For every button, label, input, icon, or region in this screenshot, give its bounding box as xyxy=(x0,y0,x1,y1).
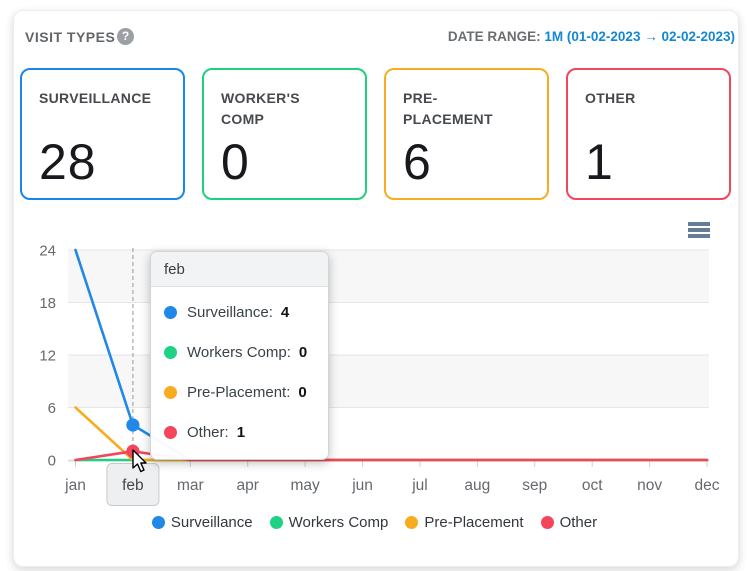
x-axis-label[interactable]: sep xyxy=(522,477,547,494)
legend-item-pre-placement[interactable]: Pre-Placement xyxy=(405,514,524,531)
x-axis-label[interactable]: oct xyxy=(582,477,603,494)
series-dot-icon xyxy=(164,345,177,359)
card-workers-comp: WORKER'S COMP 0 xyxy=(202,68,367,200)
help-icon[interactable]: ? xyxy=(117,28,134,45)
y-axis-label: 24 xyxy=(39,243,56,260)
tooltip-title: feb xyxy=(151,252,328,287)
series-dot-icon xyxy=(269,516,283,529)
menu-bar xyxy=(688,228,710,232)
chart-legend: Surveillance Workers Comp Pre-Placement … xyxy=(0,514,749,531)
card-surveillance: SURVEILLANCE 28 xyxy=(20,68,185,200)
menu-bar xyxy=(688,222,710,226)
x-axis-label[interactable]: feb xyxy=(122,477,144,494)
tooltip-row: Surveillance: 4 xyxy=(164,292,315,332)
tooltip-row: Workers Comp: 0 xyxy=(164,332,315,372)
y-axis-label: 12 xyxy=(39,348,56,365)
x-axis-label[interactable]: jan xyxy=(64,477,86,494)
chart-tooltip: feb Surveillance: 4 Workers Comp: 0 Pre-… xyxy=(150,251,329,460)
mouse-cursor-icon xyxy=(132,449,147,473)
x-axis-label[interactable]: apr xyxy=(237,477,259,494)
series-dot-icon xyxy=(405,516,419,529)
x-axis-label[interactable]: may xyxy=(290,477,320,494)
date-range: DATE RANGE: 1M (01-02-2023 → 02-02-2023) xyxy=(448,29,735,44)
y-axis-label: 18 xyxy=(39,295,56,312)
page-title: VISIT TYPES xyxy=(25,29,116,45)
series-dot-icon xyxy=(164,385,177,399)
legend-item-surveillance[interactable]: Surveillance xyxy=(151,514,253,531)
card-label: WORKER'S COMP xyxy=(221,90,300,127)
series-dot-icon xyxy=(164,305,177,319)
y-axis-label: 0 xyxy=(48,453,56,470)
card-label: SURVEILLANCE xyxy=(39,90,152,106)
summary-cards: SURVEILLANCE 28 WORKER'S COMP 0 PRE-PLAC… xyxy=(20,68,731,200)
x-axis-label[interactable]: jun xyxy=(351,477,373,494)
date-range-label: DATE RANGE: xyxy=(447,29,541,44)
hover-marker-surveillance[interactable] xyxy=(126,418,140,432)
y-axis-label: 6 xyxy=(48,400,56,417)
legend-item-workers-comp[interactable]: Workers Comp xyxy=(269,514,388,531)
tooltip-row: Other: 1 xyxy=(164,412,315,452)
hamburger-menu-icon[interactable] xyxy=(688,222,710,238)
x-axis-label[interactable]: aug xyxy=(464,477,490,494)
card-pre-placement: PRE-PLACEMENT 6 xyxy=(384,68,549,200)
card-label: PRE-PLACEMENT xyxy=(403,90,493,127)
card-value: 6 xyxy=(403,134,432,190)
date-range-value[interactable]: 1M (01-02-2023 → 02-02-2023) xyxy=(544,29,735,44)
series-dot-icon xyxy=(151,516,165,529)
x-axis-label[interactable]: nov xyxy=(637,477,662,494)
card-other: OTHER 1 xyxy=(566,68,731,200)
x-axis-label[interactable]: dec xyxy=(695,477,720,494)
menu-bar xyxy=(688,234,710,238)
series-dot-icon xyxy=(540,516,554,529)
x-axis-label[interactable]: jul xyxy=(411,477,428,494)
series-dot-icon xyxy=(164,425,177,439)
legend-item-other[interactable]: Other xyxy=(540,514,597,531)
card-value: 0 xyxy=(221,134,250,190)
tooltip-row: Pre-Placement: 0 xyxy=(164,372,315,412)
x-axis-label[interactable]: mar xyxy=(177,477,204,494)
tooltip-body: Surveillance: 4 Workers Comp: 0 Pre-Plac… xyxy=(151,287,328,459)
card-label: OTHER xyxy=(585,90,636,106)
card-value: 1 xyxy=(585,134,614,190)
card-value: 28 xyxy=(39,134,97,190)
